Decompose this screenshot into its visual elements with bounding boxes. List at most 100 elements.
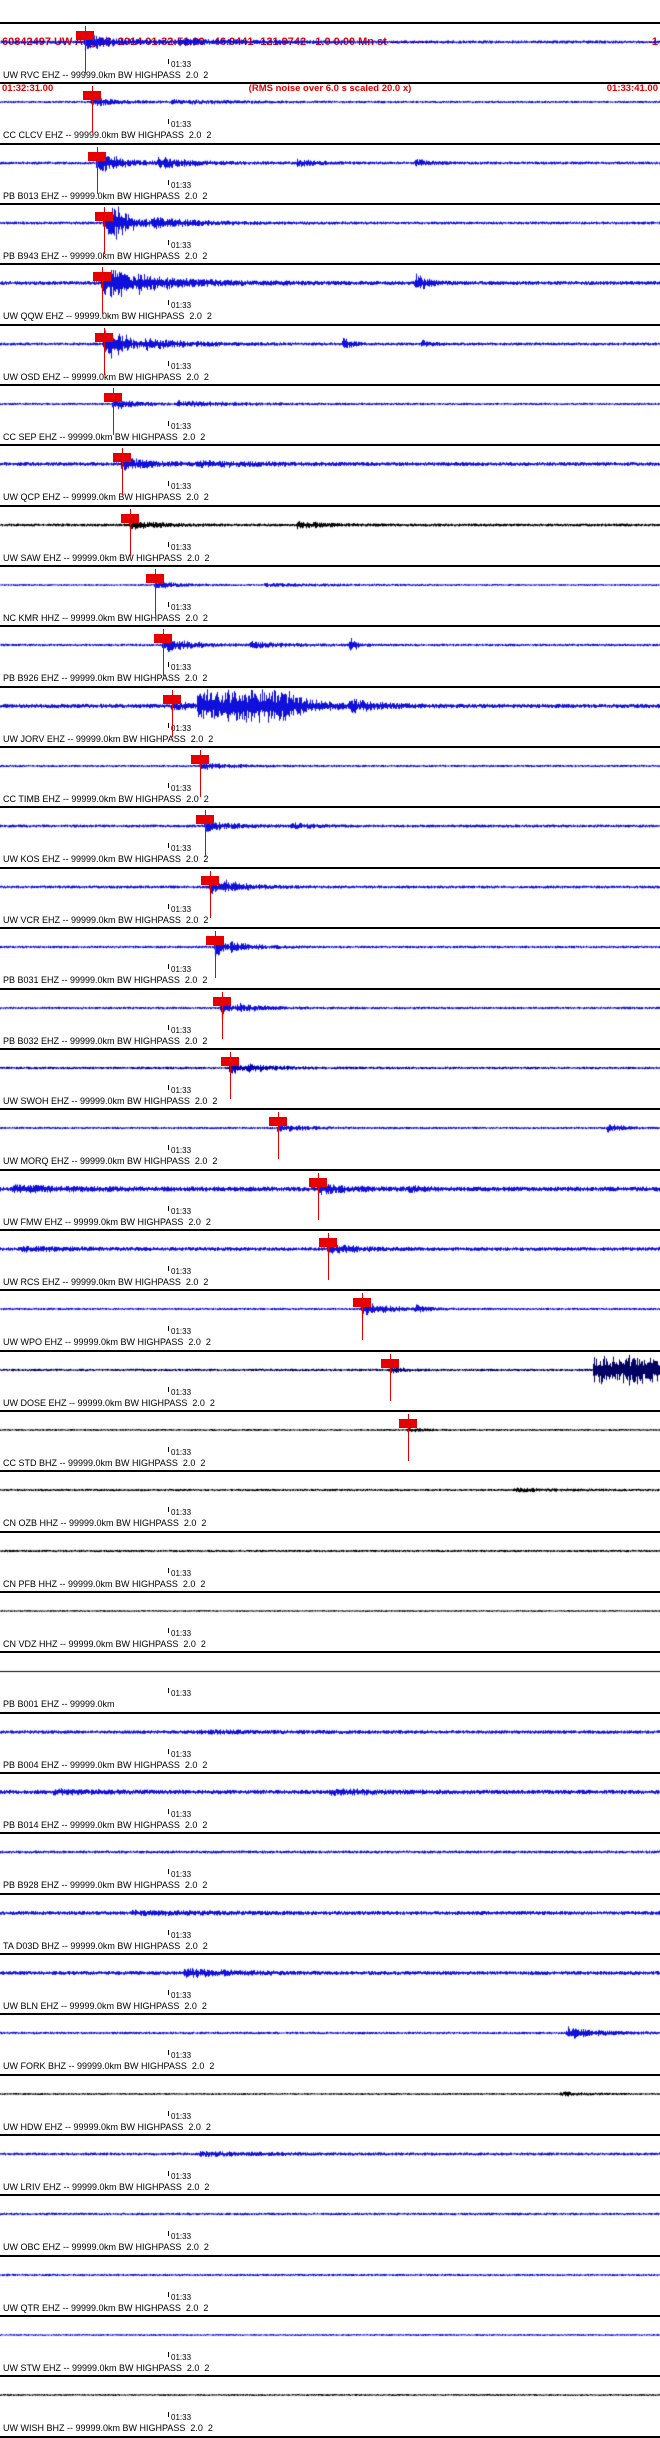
station-label[interactable]: UW KOS EHZ -- 99999.0km BW HIGHPASS 2.0 … (3, 854, 209, 865)
pick-marker[interactable] (269, 1117, 287, 1127)
station-label[interactable]: UW OSD EHZ -- 99999.0km BW HIGHPASS 2.0 … (3, 371, 209, 382)
waveform[interactable] (0, 1110, 660, 1148)
pick-marker[interactable] (154, 634, 172, 644)
pick-marker[interactable] (104, 393, 122, 403)
waveform[interactable] (0, 748, 660, 786)
pick-line[interactable] (328, 1232, 329, 1280)
station-label[interactable]: UW VCR EHZ -- 99999.0km BW HIGHPASS 2.0 … (3, 914, 209, 925)
pick-marker[interactable] (146, 574, 164, 584)
waveform[interactable] (0, 1472, 660, 1510)
station-label[interactable]: CC CLCV EHZ -- 99999.0km BW HIGHPASS 2.0… (3, 130, 212, 141)
waveform[interactable] (0, 1351, 660, 1389)
pick-line[interactable] (318, 1172, 319, 1220)
station-label[interactable]: UW LRIV EHZ -- 99999.0km BW HIGHPASS 2.0… (3, 2182, 210, 2193)
waveform[interactable] (0, 506, 660, 544)
waveform[interactable] (0, 1713, 660, 1751)
station-label[interactable]: UW HDW EHZ -- 99999.0km BW HIGHPASS 2.0 … (3, 2121, 211, 2132)
station-label[interactable]: PB B928 EHZ -- 99999.0km BW HIGHPASS 2.0… (3, 1880, 208, 1891)
waveform[interactable] (0, 1894, 660, 1932)
waveform[interactable] (0, 84, 660, 122)
waveform[interactable] (0, 1170, 660, 1208)
pick-line[interactable] (205, 810, 206, 858)
waveform[interactable] (0, 1955, 660, 1992)
station-label[interactable]: PB B926 EHZ -- 99999.0km BW HIGHPASS 2.0… (3, 673, 208, 684)
waveform[interactable] (0, 2256, 660, 2294)
station-label[interactable]: UW QCP EHZ -- 99999.0km BW HIGHPASS 2.0 … (3, 492, 209, 503)
waveform[interactable] (0, 627, 660, 665)
pick-line[interactable] (130, 508, 131, 556)
station-label[interactable]: CC STD BHZ -- 99999.0km BW HIGHPASS 2.0 … (3, 1457, 206, 1468)
waveform[interactable] (0, 2136, 660, 2174)
waveform[interactable] (0, 1049, 660, 1087)
pick-line[interactable] (230, 1051, 231, 1099)
pick-line[interactable] (163, 629, 164, 677)
pick-line[interactable] (215, 931, 216, 979)
waveform[interactable] (0, 144, 660, 182)
station-label[interactable]: CC TIMB EHZ -- 99999.0km BW HIGHPASS 2.0… (3, 794, 209, 805)
pick-marker[interactable] (95, 212, 113, 222)
waveform[interactable] (0, 1230, 660, 1268)
pick-marker[interactable] (95, 332, 113, 342)
pick-marker[interactable] (221, 1056, 239, 1066)
waveform[interactable] (0, 1411, 660, 1449)
pick-marker[interactable] (213, 996, 231, 1006)
pick-line[interactable] (92, 86, 93, 134)
waveform[interactable] (0, 567, 660, 605)
waveform[interactable] (0, 446, 660, 484)
station-label[interactable]: UW FMW EHZ -- 99999.0km BW HIGHPASS 2.0 … (3, 1216, 211, 1227)
station-label[interactable]: TA D03D BHZ -- 99999.0km BW HIGHPASS 2.0… (3, 1940, 208, 1951)
station-label[interactable]: UW OBC EHZ -- 99999.0km BW HIGHPASS 2.0 … (3, 2242, 209, 2253)
pick-line[interactable] (172, 689, 173, 737)
waveform[interactable] (0, 1653, 660, 1691)
station-label[interactable]: UW SWOH EHZ -- 99999.0km BW HIGHPASS 2.0… (3, 1095, 218, 1106)
pick-marker[interactable] (121, 513, 139, 523)
pick-marker[interactable] (93, 272, 111, 282)
pick-line[interactable] (102, 267, 103, 315)
pick-marker[interactable] (319, 1237, 337, 1247)
station-label[interactable]: UW DOSE EHZ -- 99999.0km BW HIGHPASS 2.0… (3, 1397, 215, 1408)
pick-marker[interactable] (163, 694, 181, 704)
station-label[interactable]: PB B032 EHZ -- 99999.0km BW HIGHPASS 2.0… (3, 1035, 208, 1046)
pick-marker[interactable] (381, 1358, 399, 1368)
pick-marker[interactable] (88, 151, 106, 161)
station-label[interactable]: UW RCS EHZ -- 99999.0km BW HIGHPASS 2.0 … (3, 1276, 209, 1287)
station-label[interactable]: UW BLN EHZ -- 99999.0km BW HIGHPASS 2.0 … (3, 2001, 207, 2011)
station-label[interactable]: UW WPO EHZ -- 99999.0km BW HIGHPASS 2.0 … (3, 1337, 211, 1348)
station-label[interactable]: UW FORK BHZ -- 99999.0km BW HIGHPASS 2.0… (3, 2061, 215, 2072)
pick-line[interactable] (122, 448, 123, 496)
station-label[interactable]: UW RVC EHZ -- 99999.0km BW HIGHPASS 2.0 … (3, 70, 209, 80)
waveform[interactable] (0, 2075, 660, 2113)
pick-line[interactable] (210, 870, 211, 918)
pick-line[interactable] (278, 1112, 279, 1160)
pick-marker[interactable] (196, 815, 214, 825)
pick-marker[interactable] (399, 1418, 417, 1428)
station-label[interactable]: PB B031 EHZ -- 99999.0km BW HIGHPASS 2.0… (3, 975, 208, 986)
pick-line[interactable] (104, 207, 105, 255)
waveform[interactable] (0, 24, 660, 61)
station-label[interactable]: NC KMR HHZ -- 99999.0km BW HIGHPASS 2.0 … (3, 613, 208, 624)
station-label[interactable]: UW SAW EHZ -- 99999.0km BW HIGHPASS 2.0 … (3, 552, 210, 563)
waveform[interactable] (0, 1592, 660, 1630)
station-label[interactable]: PB B013 EHZ -- 99999.0km BW HIGHPASS 2.0… (3, 190, 208, 201)
station-label[interactable]: PB B004 EHZ -- 99999.0km BW HIGHPASS 2.0… (3, 1759, 208, 1770)
pick-line[interactable] (155, 569, 156, 617)
pick-marker[interactable] (76, 31, 94, 40)
waveform[interactable] (0, 325, 660, 363)
station-label[interactable]: CN VDZ HHZ -- 99999.0km BW HIGHPASS 2.0 … (3, 1638, 206, 1649)
pick-marker[interactable] (206, 936, 224, 946)
station-label[interactable]: UW QTR EHZ -- 99999.0km BW HIGHPASS 2.0 … (3, 2302, 209, 2313)
pick-marker[interactable] (191, 755, 209, 765)
station-label[interactable]: CN PFB HHZ -- 99999.0km BW HIGHPASS 2.0 … (3, 1578, 206, 1589)
station-label[interactable]: PB B943 EHZ -- 99999.0km BW HIGHPASS 2.0… (3, 251, 208, 262)
waveform[interactable] (0, 687, 660, 725)
waveform[interactable] (0, 2196, 660, 2234)
waveform[interactable] (0, 265, 660, 303)
station-label[interactable]: UW MORQ EHZ -- 99999.0km BW HIGHPASS 2.0… (3, 1156, 218, 1167)
waveform[interactable] (0, 1834, 660, 1872)
station-label[interactable]: CC SEP EHZ -- 99999.0km BW HIGHPASS 2.0 … (3, 432, 206, 443)
waveform[interactable] (0, 2377, 660, 2415)
waveform[interactable] (0, 1532, 660, 1570)
waveform[interactable] (0, 205, 660, 243)
pick-line[interactable] (200, 750, 201, 798)
waveform[interactable] (0, 868, 660, 906)
